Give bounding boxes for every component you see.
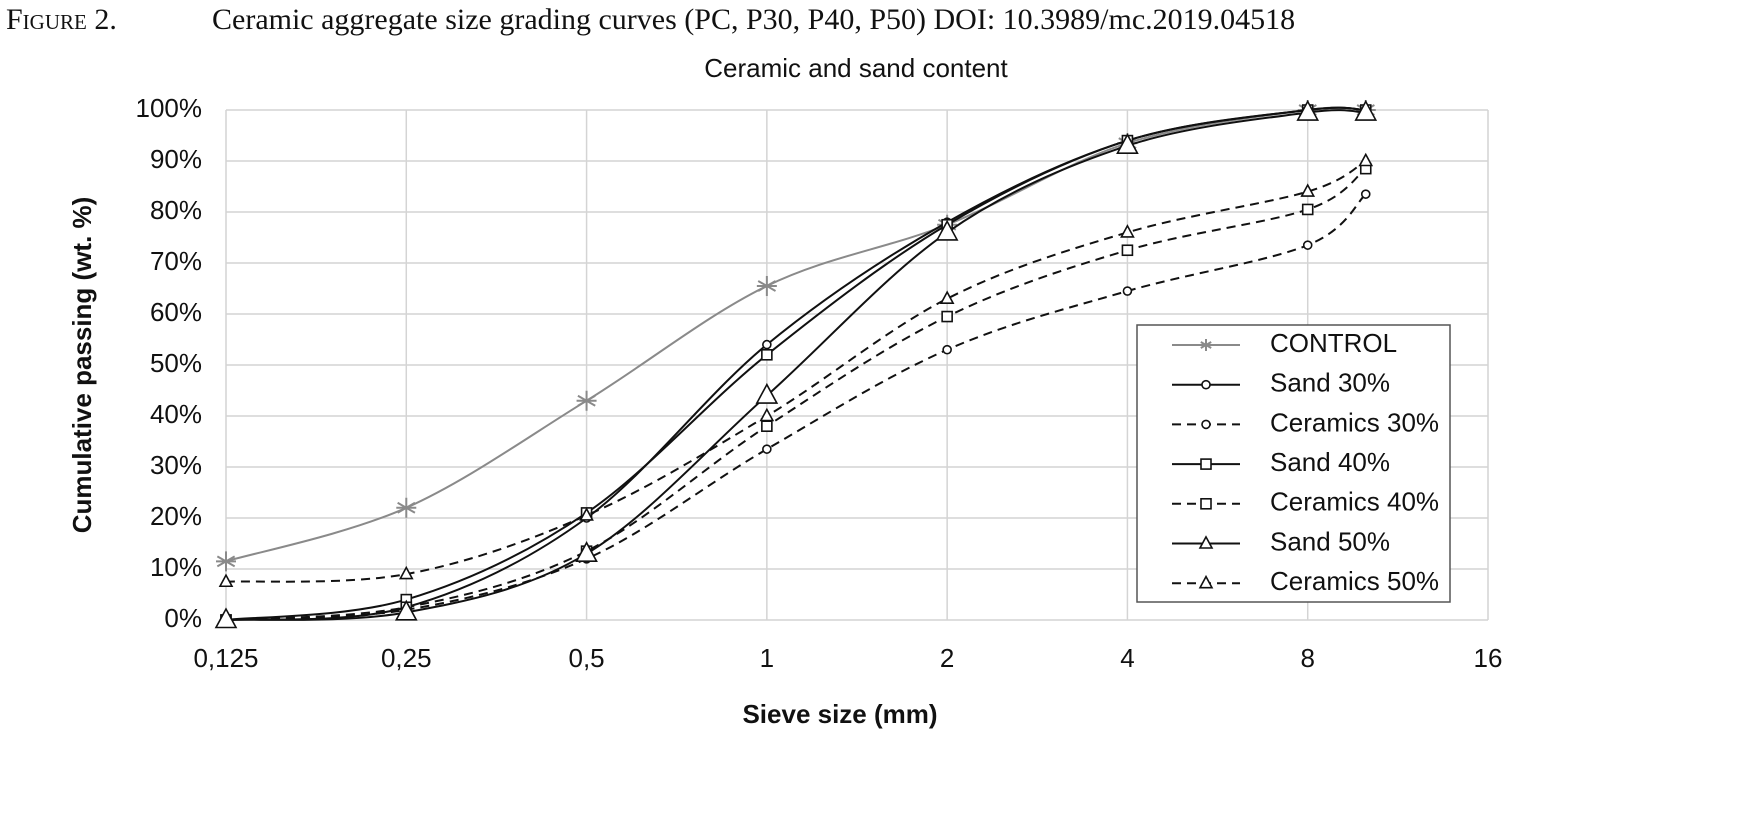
marker [1302, 240, 1313, 250]
legend-label: Sand 30% [1270, 368, 1390, 398]
x-tick-label: 0,25 [381, 643, 432, 673]
x-tick-label: 0,125 [193, 643, 258, 673]
legend-label: CONTROL [1270, 328, 1397, 358]
marker [935, 219, 959, 241]
chart-title: Ceramic and sand content [704, 53, 1008, 83]
x-tick-label: 4 [1120, 643, 1134, 673]
y-tick-label: 80% [150, 195, 202, 225]
legend-label: Sand 50% [1270, 526, 1390, 556]
marker [762, 444, 772, 454]
marker [1116, 133, 1139, 154]
marker [1201, 379, 1211, 390]
series-line [225, 109, 1366, 621]
y-tick-label: 60% [150, 297, 202, 327]
marker [1354, 99, 1378, 121]
marker [394, 599, 418, 621]
marker [396, 497, 417, 518]
marker [756, 275, 777, 296]
marker [575, 541, 598, 563]
marker [1300, 183, 1316, 197]
legend-label: Ceramics 50% [1270, 566, 1439, 596]
marker [576, 390, 597, 411]
figure-caption: Ceramic aggregate size grading curves (P… [212, 3, 1295, 36]
marker [398, 565, 414, 580]
marker [1360, 189, 1371, 199]
marker [1201, 419, 1211, 430]
marker [761, 348, 773, 361]
marker [1200, 458, 1212, 470]
marker [216, 551, 236, 572]
x-tick-label: 0,5 [568, 643, 604, 673]
y-tick-label: 30% [150, 450, 202, 480]
marker [1301, 203, 1314, 216]
marker [1122, 286, 1133, 296]
y-tick-label: 40% [150, 399, 202, 429]
marker [755, 382, 779, 404]
legend-label: Ceramics 40% [1270, 487, 1439, 517]
marker [1120, 224, 1135, 238]
marker [218, 573, 234, 588]
marker [939, 290, 955, 305]
marker [1198, 574, 1214, 589]
y-tick-label: 0% [164, 603, 202, 633]
x-tick-label: 8 [1300, 643, 1314, 673]
y-axis-label: Cumulative passing (wt. %) [67, 197, 97, 534]
marker [761, 420, 773, 433]
marker [1200, 497, 1212, 510]
y-tick-label: 10% [150, 552, 202, 582]
series-line [225, 106, 1366, 563]
series-line [225, 193, 1367, 621]
marker [214, 607, 238, 629]
legend-label: Ceramics 30% [1270, 407, 1439, 437]
y-tick-label: 70% [150, 246, 202, 276]
marker [1121, 244, 1134, 257]
series-line [225, 160, 1367, 583]
marker [1200, 339, 1212, 351]
legend-label: Sand 40% [1270, 447, 1390, 477]
figure-label: Figure 2. [6, 3, 117, 36]
y-tick-label: 100% [136, 93, 203, 123]
y-tick-label: 20% [150, 501, 202, 531]
marker [941, 310, 953, 323]
y-tick-label: 90% [150, 144, 202, 174]
x-tick-label: 16 [1474, 643, 1503, 673]
marker [1198, 535, 1214, 549]
x-axis-label: Sieve size (mm) [742, 699, 937, 729]
marker [579, 507, 594, 521]
marker [762, 339, 772, 350]
series-line [225, 167, 1367, 621]
x-tick-label: 1 [760, 643, 774, 673]
y-tick-label: 50% [150, 348, 202, 378]
marker [759, 407, 775, 422]
marker [942, 344, 952, 355]
marker [1358, 152, 1374, 167]
x-tick-label: 2 [940, 643, 954, 673]
marker [1296, 99, 1320, 121]
series-line [225, 106, 1366, 621]
